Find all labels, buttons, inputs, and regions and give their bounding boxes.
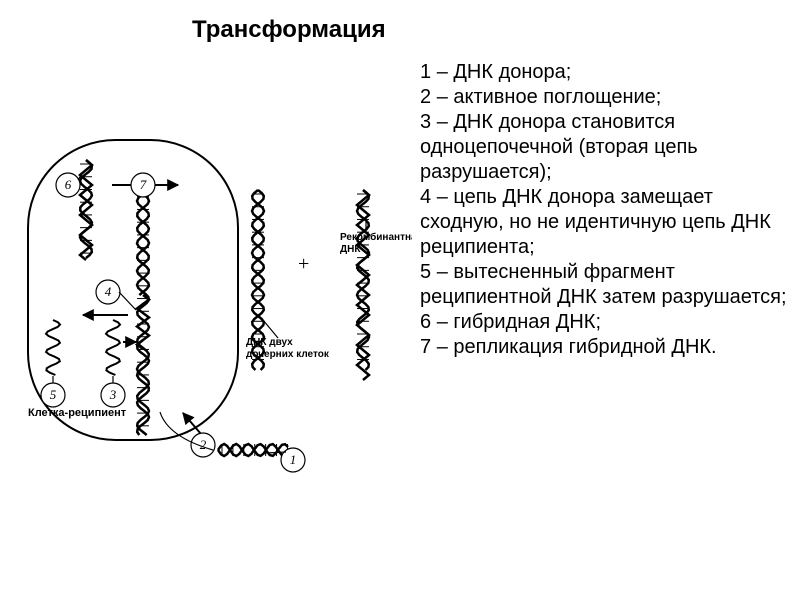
legend-item-number: 3 (420, 111, 437, 133)
plus-sign: + (298, 253, 309, 275)
legend-item-number: 2 (420, 86, 437, 108)
svg-text:4: 4 (105, 284, 112, 299)
legend-block: 1 – ДНК донора;2 – активное поглощение;3… (420, 60, 790, 360)
svg-text:ДНК двух: ДНК двух (246, 337, 293, 348)
legend-item-text: – вытесненный фрагмент реципиентной ДНК … (420, 261, 787, 308)
donor-dna-1 (218, 444, 288, 456)
legend-item-number: 5 (420, 261, 437, 283)
svg-text:дочерних клеток: дочерних клеток (246, 349, 330, 360)
leader-line-4 (119, 292, 136, 310)
diagram-area: +6 7 4 5 3 2 1 РекомбинантнаяДНК ДНК двухдочерни… (8, 120, 412, 490)
legend-item-text: – ДНК донора; (437, 61, 572, 83)
svg-text:7: 7 (140, 177, 147, 192)
legend-item-number: 6 (420, 311, 437, 333)
svg-text:1: 1 (290, 452, 297, 467)
displaced-fragment-5 (46, 320, 60, 375)
svg-text:6: 6 (65, 177, 72, 192)
svg-text:ДНК: ДНК (340, 244, 361, 255)
single-strand-3 (106, 320, 120, 375)
svg-text:Клетка-реципиент: Клетка-реципиент (28, 407, 127, 419)
svg-text:5: 5 (50, 387, 57, 402)
recombinant-dna (357, 190, 369, 380)
legend-item-text: – гибридная ДНК; (437, 311, 601, 333)
legend-item-text: – репликация гибридной ДНК. (437, 336, 717, 358)
num-label-4: 4 (96, 280, 120, 304)
page-title: Трансформация (192, 16, 386, 44)
legend-item-6: 6 – гибридная ДНК; (420, 310, 790, 335)
legend-item-3: 3 – ДНК донора становится одноцепочечной… (420, 110, 790, 185)
legend-item-number: 7 (420, 336, 437, 358)
legend-item-number: 4 (420, 186, 437, 208)
legend-item-text: – цепь ДНК донора замещает сходную, но н… (420, 186, 771, 258)
transformation-diagram: +6 7 4 5 3 2 1 РекомбинантнаяДНК ДНК двухдочерни… (8, 120, 412, 490)
num-label-3: 3 (101, 383, 125, 407)
label-recipient-cell: Клетка-реципиент (28, 407, 127, 419)
svg-text:Рекомбинантная: Рекомбинантная (340, 231, 412, 243)
legend-item-text: – ДНК донора становится одноцепочечной (… (420, 111, 698, 183)
num-label-6: 6 (56, 173, 80, 197)
label-daughter-dna: ДНК двухдочерних клеток (246, 337, 330, 360)
label-recombinant-dna: РекомбинантнаяДНК (340, 231, 412, 255)
legend-item-2: 2 – активное поглощение; (420, 85, 790, 110)
leader-daughter-left (263, 320, 278, 338)
legend-item-7: 7 – репликация гибридной ДНК. (420, 335, 790, 360)
num-label-7: 7 (131, 173, 155, 197)
svg-text:3: 3 (109, 387, 117, 402)
legend-item-number: 1 (420, 61, 437, 83)
legend-item-5: 5 – вытесненный фрагмент реципиентной ДН… (420, 260, 790, 310)
legend-item-1: 1 – ДНК донора; (420, 60, 790, 85)
num-label-2: 2 (191, 433, 215, 457)
arrow-2-up (183, 413, 201, 434)
recipient-dna-with-insert-4 (137, 180, 149, 435)
num-label-5: 5 (41, 383, 65, 407)
legend-item-text: – активное поглощение; (437, 86, 662, 108)
svg-text:2: 2 (200, 437, 207, 452)
legend-item-4: 4 – цепь ДНК донора замещает сходную, но… (420, 185, 790, 260)
